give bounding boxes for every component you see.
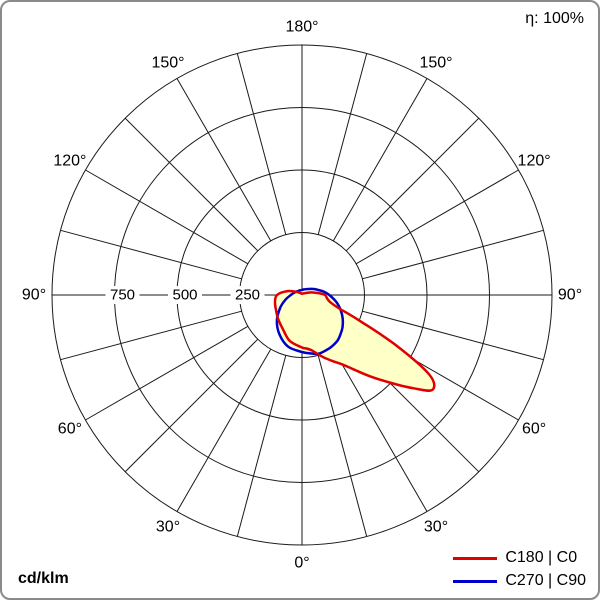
polar-grid	[51, 44, 553, 546]
grid-spoke	[332, 78, 428, 242]
grid-spoke	[124, 117, 259, 252]
grid-spoke	[362, 229, 544, 280]
legend-line-red-icon	[453, 556, 498, 560]
angle-label: 30°	[156, 519, 180, 536]
legend-label-c270-c90: C270 | C90	[505, 572, 586, 589]
grid-spoke	[60, 310, 242, 361]
angle-label: 150°	[419, 54, 452, 71]
angle-label: 120°	[518, 153, 551, 170]
grid-spoke	[176, 78, 272, 242]
angle-label: 180°	[285, 19, 318, 36]
series-fill-1	[276, 288, 343, 354]
series-curves	[273, 287, 436, 392]
angle-label: 90°	[558, 287, 582, 304]
angle-labels: 180° 150° 150° 120° 120° 90° 90° 60° 60° 30° 30° 0°	[22, 19, 582, 572]
series-curve-0	[273, 289, 436, 392]
angle-label: 30°	[424, 519, 448, 536]
radial-tick-label: 250	[235, 287, 260, 304]
grid-spoke	[317, 53, 368, 235]
grid-spoke	[345, 117, 480, 252]
grid-spoke	[355, 169, 519, 265]
radial-tick-label: 500	[172, 287, 197, 304]
legend-item-c180-c0: C180 | C0	[453, 549, 586, 567]
radial-tick-labels: 750 500 250	[105, 286, 265, 304]
legend-line-blue-icon	[453, 579, 498, 583]
angle-label: 0°	[294, 555, 309, 572]
angle-label: 90°	[22, 287, 46, 304]
radial-label-bg	[168, 286, 202, 304]
grid-spoke	[176, 348, 272, 512]
unit-label: cd/klm	[18, 570, 69, 587]
grid-spoke	[362, 310, 544, 361]
grid-spoke	[85, 169, 249, 265]
radial-label-bg	[105, 286, 140, 304]
grid-spoke	[60, 229, 242, 280]
angle-label: 120°	[53, 153, 86, 170]
radial-tick-label: 750	[110, 287, 135, 304]
grid-spoke	[85, 325, 249, 421]
radial-label-bg	[230, 286, 265, 304]
legend-item-c270-c90: C270 | C90	[453, 572, 586, 590]
grid-spoke	[236, 53, 287, 235]
angle-label: 150°	[151, 54, 184, 71]
angle-label: 60°	[522, 421, 546, 438]
efficiency-label: η: 100%	[525, 10, 584, 27]
legend-label-c180-c0: C180 | C0	[505, 549, 578, 566]
legend: C180 | C0 C270 | C90	[453, 549, 586, 590]
grid-spoke	[124, 338, 259, 473]
grid-spoke	[317, 355, 368, 537]
series-curve-1	[275, 287, 345, 356]
angle-label: 60°	[58, 421, 82, 438]
grid-spoke	[236, 355, 287, 537]
grid-spoke	[332, 348, 428, 512]
